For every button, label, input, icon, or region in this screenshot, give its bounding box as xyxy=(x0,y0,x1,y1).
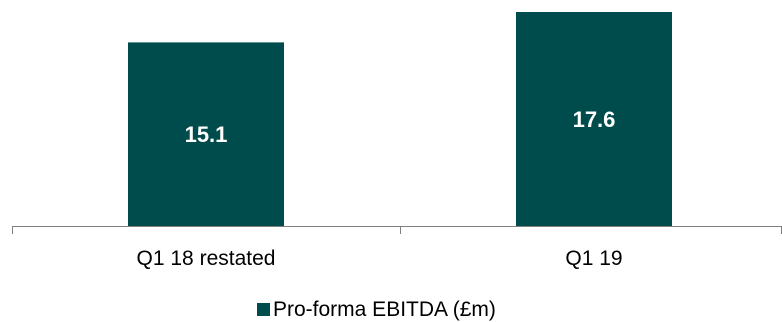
bar-0 xyxy=(128,42,284,226)
bar-1 xyxy=(516,12,672,226)
legend-label: Pro-forma EBITDA (£m) xyxy=(273,298,496,321)
x-axis xyxy=(12,226,782,234)
category-labels: Q1 18 restated Q1 19 xyxy=(137,247,623,270)
category-label-1: Q1 19 xyxy=(565,247,622,270)
bars-group: 15.1 17.6 xyxy=(128,12,672,226)
legend: Pro-forma EBITDA (£m) xyxy=(257,298,496,321)
data-label-0: 15.1 xyxy=(185,122,228,147)
category-label-0: Q1 18 restated xyxy=(137,247,276,270)
data-label-1: 17.6 xyxy=(573,107,616,132)
legend-swatch xyxy=(257,303,270,316)
